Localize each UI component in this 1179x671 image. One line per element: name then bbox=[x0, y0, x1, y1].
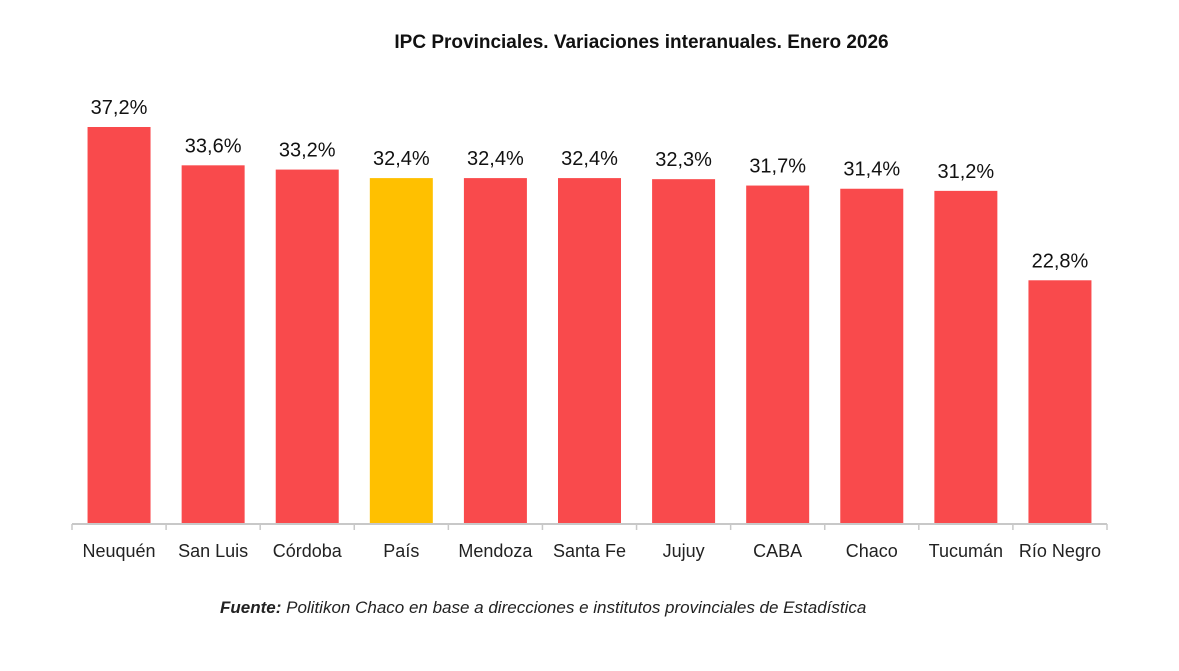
x-tick-label: San Luis bbox=[178, 541, 248, 561]
data-label: 31,7% bbox=[749, 156, 806, 178]
chart-title: IPC Provinciales. Variaciones interanual… bbox=[394, 32, 889, 53]
x-tick-label: Mendoza bbox=[458, 541, 533, 561]
x-tick-label: Tucumán bbox=[929, 541, 1003, 561]
data-label: 31,2% bbox=[938, 161, 995, 183]
source-text: Politikon Chaco en base a direcciones e … bbox=[281, 598, 867, 617]
bar-6 bbox=[652, 179, 716, 523]
bar-3 bbox=[369, 178, 433, 523]
bar-8 bbox=[840, 188, 904, 523]
bar-4 bbox=[463, 178, 527, 523]
bar-5 bbox=[558, 178, 621, 523]
x-tick-label: Río Negro bbox=[1019, 541, 1101, 561]
x-tick-label: Córdoba bbox=[273, 541, 343, 561]
source-note: Fuente: Politikon Chaco en base a direcc… bbox=[220, 598, 866, 618]
bar-0 bbox=[87, 127, 151, 523]
bar-2 bbox=[275, 169, 339, 524]
data-label: 32,4% bbox=[373, 148, 430, 170]
data-label: 31,4% bbox=[843, 159, 900, 181]
data-label: 37,2% bbox=[91, 97, 148, 119]
data-label: 33,2% bbox=[279, 140, 336, 162]
x-tick-label: País bbox=[383, 541, 419, 561]
bar-1 bbox=[181, 165, 245, 524]
bar-chart: 37,2% Neuquén 33,6% San Luis 33,2% Córdoba 32,… bbox=[71, 97, 1108, 561]
bar-10 bbox=[1028, 280, 1092, 523]
bar-9 bbox=[934, 190, 998, 523]
data-label: 32,3% bbox=[655, 149, 712, 171]
x-tick-label: CABA bbox=[753, 541, 802, 561]
x-tick-label: Chaco bbox=[846, 541, 898, 561]
data-label: 22,8% bbox=[1032, 250, 1089, 272]
x-tick-label: Santa Fe bbox=[553, 541, 626, 561]
x-tick-label: Jujuy bbox=[663, 541, 705, 561]
source-label: Fuente: bbox=[220, 598, 282, 617]
x-tick-label: Neuquén bbox=[83, 541, 156, 561]
data-label: 32,4% bbox=[561, 148, 618, 170]
bar-7 bbox=[746, 185, 810, 523]
data-label: 32,4% bbox=[467, 148, 524, 170]
data-label: 33,6% bbox=[185, 135, 242, 157]
